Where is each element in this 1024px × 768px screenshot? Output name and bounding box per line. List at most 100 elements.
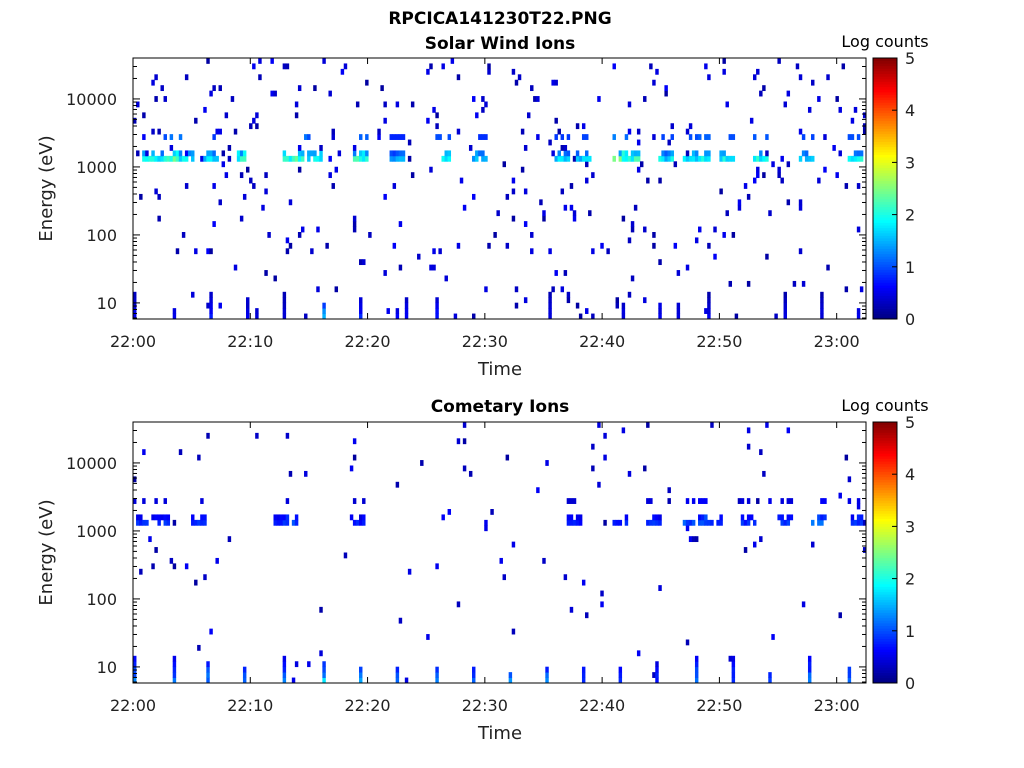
heatmap-cell xyxy=(661,134,665,140)
heatmap-cell xyxy=(862,128,867,135)
heatmap-cell xyxy=(725,210,729,217)
heatmap-cell xyxy=(172,150,177,157)
colorbar-segment xyxy=(873,290,897,294)
heatmap-cell xyxy=(667,139,671,146)
heatmap-cell xyxy=(731,134,736,140)
colorbar-segment xyxy=(873,256,897,260)
heatmap-cell xyxy=(563,145,568,151)
heatmap-cell xyxy=(505,242,510,249)
heatmap-cell xyxy=(798,248,803,255)
colorbar-segment xyxy=(873,565,897,569)
colorbar-segment xyxy=(873,261,897,265)
heatmap-cell xyxy=(316,226,320,233)
heatmap-cell xyxy=(242,193,247,200)
heatmap-cell xyxy=(365,155,369,162)
x-tick-label: 22:00 xyxy=(110,332,156,351)
heatmap-cell xyxy=(246,166,250,173)
heatmap-cell xyxy=(322,666,326,673)
heatmap-cell xyxy=(142,519,146,526)
heatmap-cell xyxy=(273,275,277,282)
heatmap-cell xyxy=(606,248,610,255)
heatmap-cell xyxy=(291,519,296,526)
heatmap-cell xyxy=(426,634,430,640)
colorbar-tick-label: 4 xyxy=(905,101,915,120)
heatmap-cell xyxy=(172,155,177,162)
colorbar-segment xyxy=(873,575,897,579)
heatmap-cell xyxy=(838,106,842,113)
heatmap-cell xyxy=(701,498,705,504)
colorbar-segment xyxy=(873,251,897,255)
colorbar-segment xyxy=(873,539,897,543)
heatmap-cell xyxy=(817,177,821,184)
heatmap-cell xyxy=(172,672,177,678)
heatmap-cell xyxy=(698,134,702,140)
heatmap-cell xyxy=(282,655,287,662)
heatmap-cell xyxy=(856,155,861,162)
heatmap-cell xyxy=(273,514,277,521)
heatmap-cell xyxy=(765,422,769,428)
heatmap-cell xyxy=(636,166,641,173)
heatmap-cell xyxy=(536,96,540,102)
colorbar-segment xyxy=(873,198,897,202)
heatmap-cell xyxy=(618,150,623,157)
heatmap-cell xyxy=(297,155,302,162)
heatmap-cell xyxy=(343,63,348,70)
heatmap-cell xyxy=(658,514,662,521)
heatmap-cell xyxy=(682,519,687,526)
colorbar-segment xyxy=(873,638,897,642)
heatmap-cell xyxy=(624,519,629,526)
heatmap-cell xyxy=(633,150,638,157)
heatmap-cell xyxy=(472,672,476,678)
heatmap-cell xyxy=(575,519,580,526)
heatmap-cell xyxy=(288,242,293,249)
heatmap-cell xyxy=(630,226,635,233)
heatmap-cell xyxy=(786,498,791,504)
heatmap-cell xyxy=(844,183,849,189)
heatmap-cell xyxy=(746,193,751,200)
heatmap-cell xyxy=(270,58,274,64)
colorbar-segment xyxy=(873,125,897,129)
heatmap-cell xyxy=(716,519,720,526)
heatmap-cell xyxy=(820,302,824,309)
heatmap-cell xyxy=(682,155,687,162)
colorbar-segment xyxy=(873,482,897,486)
heatmap-cell xyxy=(365,79,369,86)
heatmap-cell xyxy=(203,106,207,113)
colorbar-segment xyxy=(873,497,897,501)
heatmap-cell xyxy=(380,85,384,92)
heatmap-cell xyxy=(282,666,287,673)
heatmap-cell xyxy=(163,498,167,504)
heatmap-cell xyxy=(811,134,815,140)
heatmap-cell xyxy=(206,155,210,162)
colorbar-segment xyxy=(873,305,897,309)
heatmap-cell xyxy=(322,672,326,678)
heatmap-cell xyxy=(194,579,198,586)
heatmap-cell xyxy=(850,155,855,162)
heatmap-cell xyxy=(780,514,784,521)
colorbar-segment xyxy=(873,110,897,114)
plot-frame xyxy=(132,421,867,684)
heatmap-cell xyxy=(355,519,360,526)
heatmap-cell xyxy=(490,509,494,515)
x-tick-label: 22:50 xyxy=(696,696,742,715)
heatmap-cell xyxy=(737,498,742,504)
heatmap-cell xyxy=(255,432,259,439)
heatmap-cell xyxy=(762,470,766,477)
heatmap-cell xyxy=(215,155,219,162)
heatmap-cell xyxy=(362,155,366,162)
colorbar-segment xyxy=(873,432,897,436)
heatmap-cell xyxy=(435,302,439,309)
heatmap-cell xyxy=(817,96,821,102)
colorbar-segment xyxy=(873,442,897,446)
colorbar-segment xyxy=(873,591,897,595)
heatmap-cell xyxy=(566,150,571,157)
heatmap-cell xyxy=(331,134,335,140)
x-tick-label: 22:50 xyxy=(696,332,742,351)
heatmap-cell xyxy=(447,134,452,140)
colorbar-segment xyxy=(873,515,897,519)
heatmap-cell xyxy=(404,302,409,309)
heatmap-cell xyxy=(691,155,696,162)
heatmap-cell xyxy=(694,536,699,543)
colorbar-segment xyxy=(873,188,897,192)
heatmap-cell xyxy=(569,606,574,613)
